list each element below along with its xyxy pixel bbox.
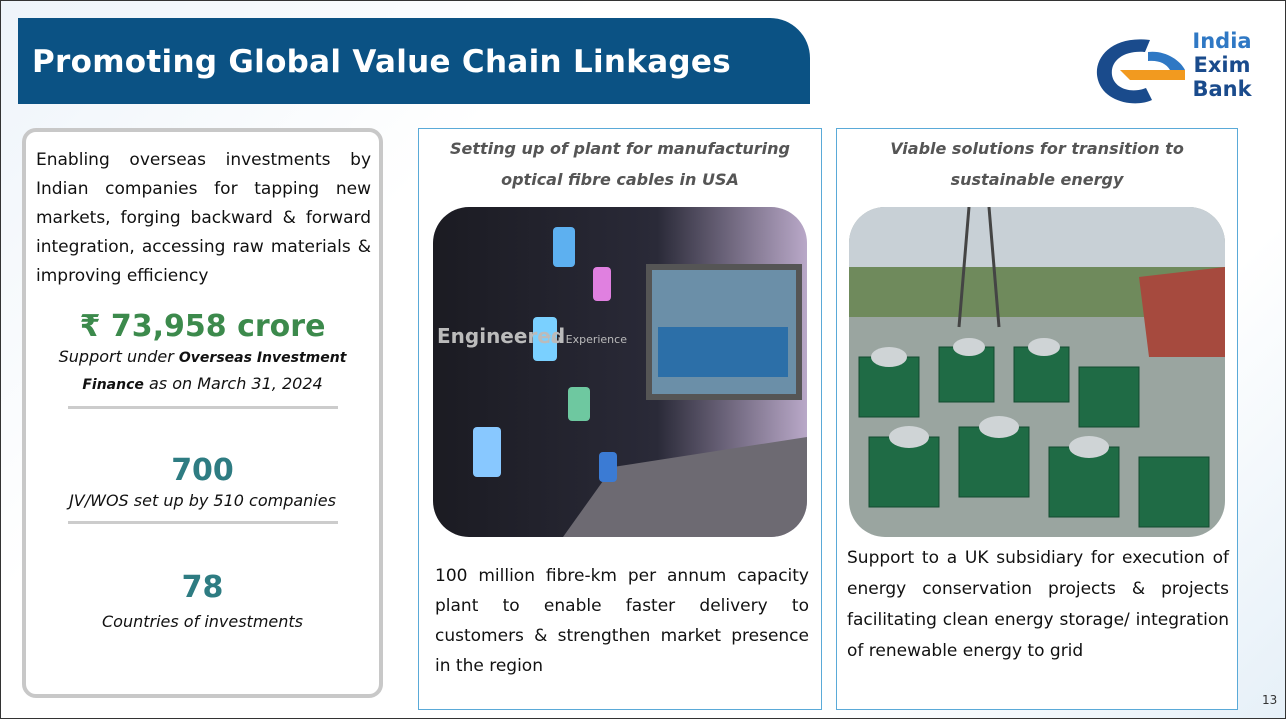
title: Promoting Global Value Chain Linkages bbox=[18, 18, 810, 104]
description: Enabling overseas investments by Indian … bbox=[36, 150, 371, 286]
logo-text: Exim bbox=[1194, 53, 1251, 77]
stat-caption: Countries of investments bbox=[102, 612, 303, 631]
logo-text: Bank bbox=[1192, 77, 1252, 101]
stat-value: 700 bbox=[171, 453, 234, 488]
stat-caption: JV/WOS set up by 510 companies bbox=[69, 491, 336, 510]
text: Overseas Investment Finance bbox=[82, 350, 347, 393]
separator bbox=[67, 406, 338, 409]
separator bbox=[67, 521, 338, 524]
card: Viable solutions for transition to susta… bbox=[836, 128, 1238, 710]
card-description: 100 million fibre-km per annum capacity … bbox=[435, 566, 809, 676]
photo-text: Engineered bbox=[437, 324, 565, 348]
card-heading: Viable solutions for transition to susta… bbox=[890, 139, 1184, 189]
logo-text: India bbox=[1192, 30, 1251, 53]
stat-value: ₹ 73,958 crore bbox=[79, 309, 326, 344]
logo: India Exim Bank bbox=[1096, 30, 1253, 104]
stat-caption: Support under Overseas Investment Financ… bbox=[26, 344, 379, 398]
page-number: 13 bbox=[1262, 693, 1278, 707]
card-description: Support to a UK subsidiary for execution… bbox=[847, 548, 1229, 661]
card-heading: Setting up of plant for manufacturing op… bbox=[449, 139, 790, 189]
photo: Engineered for Experience bbox=[433, 207, 807, 537]
stat-value: 78 bbox=[181, 570, 224, 605]
card: Setting up of plant for manufacturing op… bbox=[418, 128, 822, 710]
text: Support under bbox=[58, 347, 174, 366]
photo-text: for Experience bbox=[547, 333, 627, 346]
stats-panel: Enabling overseas investments by Indian … bbox=[22, 128, 383, 698]
photo bbox=[849, 207, 1225, 537]
text: as on March 31, 2024 bbox=[148, 374, 323, 393]
